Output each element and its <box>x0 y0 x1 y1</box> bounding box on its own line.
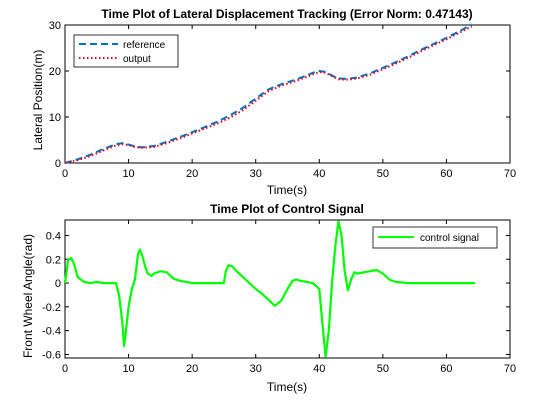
top-chart: Time Plot of Lateral Displacement Tracki… <box>31 7 516 197</box>
x-tick-label: 10 <box>122 363 134 375</box>
legend-reference-label: reference <box>123 40 166 51</box>
y-tick-label: -0.4 <box>42 326 61 338</box>
x-tick-label: 50 <box>377 363 389 375</box>
bottom-chart: Time Plot of Control Signal 0 10 20 30 40 50 6… <box>21 202 516 394</box>
top-chart-legend: reference output <box>73 34 179 68</box>
top-chart-x-axis-label: Time(s) <box>267 183 307 197</box>
x-tick-label: 20 <box>186 363 198 375</box>
bottom-chart-plot-area <box>63 220 475 358</box>
x-tick-label: 30 <box>250 168 262 180</box>
x-tick-label: 0 <box>62 168 68 180</box>
x-tick-label: 0 <box>62 363 68 375</box>
x-tick-label: 60 <box>440 168 452 180</box>
x-tick-label: 20 <box>186 168 198 180</box>
y-tick-label: 0 <box>55 278 61 290</box>
y-tick-label: -0.6 <box>42 349 61 361</box>
top-chart-y-axis-label: Lateral Position(m) <box>31 50 45 151</box>
legend-output-label: output <box>123 54 151 65</box>
legend-control-signal-label: control signal <box>420 233 479 244</box>
bottom-chart-ticks: 0 10 20 30 40 50 60 70 -0.6 -0.4 -0.2 0 0.2 0.4 <box>42 220 516 375</box>
y-tick-label: -0.2 <box>42 302 61 314</box>
x-tick-label: 50 <box>377 168 389 180</box>
x-tick-label: 60 <box>440 363 452 375</box>
top-chart-legend-box <box>73 34 179 68</box>
top-chart-plot-area <box>64 23 473 164</box>
y-tick-label: 20 <box>49 66 61 78</box>
bottom-chart-axes-box <box>64 219 511 359</box>
bottom-chart-legend: control signal <box>372 226 498 249</box>
x-tick-label: 30 <box>250 363 262 375</box>
x-tick-label: 10 <box>122 168 134 180</box>
bottom-chart-title: Time Plot of Control Signal <box>210 202 364 216</box>
x-tick-label: 40 <box>313 168 325 180</box>
y-tick-label: 0.2 <box>46 254 61 266</box>
x-tick-label: 70 <box>504 168 516 180</box>
y-tick-label: 30 <box>49 20 61 32</box>
top-chart-axes-box <box>64 24 511 164</box>
top-chart-ticks: 0 10 20 30 40 50 60 70 0 10 20 30 <box>49 20 516 180</box>
x-tick-label: 40 <box>313 363 325 375</box>
y-tick-label: 0.4 <box>46 230 61 242</box>
y-tick-label: 10 <box>49 112 61 124</box>
bottom-chart-x-axis-label: Time(s) <box>267 380 307 394</box>
series-line-control-signal <box>63 220 475 358</box>
series-line-output <box>64 25 473 164</box>
x-tick-label: 70 <box>504 363 516 375</box>
bottom-chart-legend-box <box>372 226 498 249</box>
y-tick-label: 0 <box>55 158 61 170</box>
top-chart-title: Time Plot of Lateral Displacement Tracki… <box>101 7 472 21</box>
bottom-chart-y-axis-label: Front Wheel Angle(rad) <box>21 234 35 358</box>
